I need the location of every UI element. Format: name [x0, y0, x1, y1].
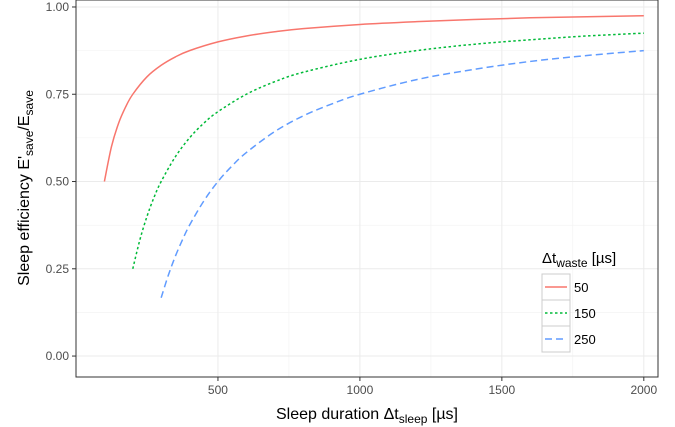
- minor-gridlines: [76, 0, 658, 377]
- y-tick-label: 0.00: [46, 349, 70, 363]
- series-line-50: [103, 14, 644, 182]
- x-tick-label: 2000: [630, 383, 657, 397]
- legend: Δtwaste [µs] 50 150 250: [541, 250, 616, 353]
- panel-border: [75, 0, 659, 378]
- y-tick-label: 0.25: [46, 262, 70, 276]
- legend-label-250: 250: [574, 332, 596, 347]
- y-axis-ticks: 0.00 0.25 0.50 0.75 1.00: [46, 0, 76, 363]
- major-gridlines: [76, 0, 658, 377]
- y-axis-title: Sleep efficiency E'save/Esave: [16, 90, 36, 286]
- panel-background: [76, 0, 658, 377]
- legend-keys: 50 150 250: [541, 273, 596, 353]
- series-lines: [103, 14, 644, 298]
- x-tick-label: 500: [208, 383, 228, 397]
- x-axis-ticks: 500 1000 1500 2000: [208, 377, 657, 397]
- y-tick-label: 1.00: [46, 0, 70, 14]
- legend-label-50: 50: [574, 280, 588, 295]
- x-tick-label: 1500: [489, 383, 516, 397]
- legend-label-150: 150: [574, 306, 596, 321]
- series-line-250: [160, 49, 644, 298]
- x-axis-title: Sleep duration Δtsleep [µs]: [276, 406, 458, 426]
- y-tick-label: 0.75: [46, 87, 70, 101]
- legend-title: Δtwaste [µs]: [542, 250, 616, 270]
- y-tick-label: 0.50: [46, 175, 70, 189]
- x-tick-label: 1000: [347, 383, 374, 397]
